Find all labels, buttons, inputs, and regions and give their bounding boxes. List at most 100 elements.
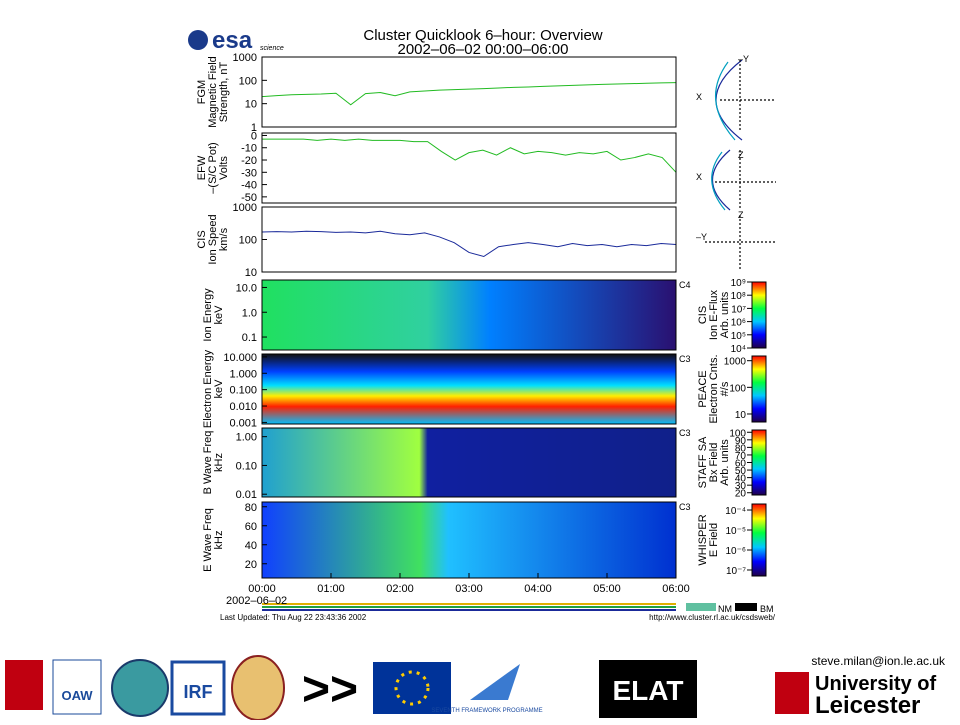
colorbar-tick-label: 80 <box>735 443 747 454</box>
y-tick-label: 10.000 <box>223 352 257 364</box>
axis-label: CIS <box>697 306 709 324</box>
colorbar-tick-label: 10⁹ <box>731 278 746 289</box>
orbit-label: X <box>696 92 702 102</box>
logo-sub: science <box>260 45 284 52</box>
colorbar-tick-label: 60 <box>735 459 747 470</box>
y-tick-label: -50 <box>241 192 257 204</box>
y-tick-label: 0.01 <box>236 489 257 501</box>
colorbar-tick-label: 10⁶ <box>731 318 746 329</box>
colorbar <box>751 429 767 496</box>
colorbar <box>751 503 767 577</box>
logo: University of <box>815 673 936 695</box>
axis-label: Bx Field <box>708 443 720 483</box>
data-line <box>261 230 677 258</box>
orbit-plots <box>705 59 776 270</box>
spectrogram <box>262 280 676 350</box>
axis-label: Electron Energy <box>202 349 214 428</box>
logo: OAW <box>61 688 93 703</box>
date-label: 2002–06–02 <box>226 595 287 607</box>
spacecraft: C4 <box>679 280 691 290</box>
axis-label: B Wave Freq <box>202 431 214 495</box>
axis-label: EFW <box>196 155 208 180</box>
colorbar-tick-label: 90 <box>735 436 747 447</box>
x-tick-label: 04:00 <box>524 583 552 595</box>
colorbar-tick-label: 100 <box>729 428 746 439</box>
panel-frame <box>261 427 677 498</box>
axis-label: kHz <box>213 453 225 472</box>
arrows: >> <box>302 663 358 716</box>
axis-label: kHz <box>213 531 225 550</box>
colorbar-tick-label: 20 <box>735 489 747 500</box>
subtitle: 2002–06–02 00:00–06:00 <box>397 41 568 58</box>
x-tick-label: 02:00 <box>386 583 414 595</box>
axis-label: Ion E-Flux <box>708 289 720 340</box>
y-tick-label: 10 <box>245 267 257 279</box>
colorbar-tick-label: 10⁵ <box>731 331 746 342</box>
y-tick-label: 60 <box>245 521 257 533</box>
logo-row: OAW IRF >> SEVENTH FRAMEWORK PROGRAMME E… <box>5 655 936 721</box>
x-tick-label: 06:00 <box>662 583 690 595</box>
spacecraft: C3 <box>679 354 691 364</box>
x-tick-label: 00:00 <box>248 583 276 595</box>
logo: esa <box>212 27 253 54</box>
footer: Last Updated: Thu Aug 22 23:43:36 2002 h… <box>220 603 776 622</box>
panel-frame <box>261 206 677 273</box>
y-tick-label: 40 <box>245 540 257 552</box>
y-tick-label: 0 <box>251 130 257 142</box>
y-tick-label: 0.10 <box>236 460 257 472</box>
axis-label: PEACE <box>697 370 709 407</box>
colorbar-tick-label: 10 <box>735 410 747 421</box>
y-tick-label: 1.0 <box>242 307 257 319</box>
esa-logo: esa science <box>188 27 284 54</box>
axis-label: –(S/C Pot) <box>207 142 219 193</box>
colorbar <box>751 281 767 349</box>
axis-label: Electron Cnts. <box>708 354 720 423</box>
mode: NM <box>718 604 732 614</box>
colorbar-tick-label: 10⁻⁶ <box>725 546 746 557</box>
y-tick-label: 1.00 <box>236 432 257 444</box>
logo: SEVENTH FRAMEWORK PROGRAMME <box>431 708 542 714</box>
orbit-label: –Y <box>738 54 749 64</box>
spectrogram <box>262 502 676 578</box>
y-tick-label: 10 <box>245 99 257 111</box>
y-tick-label: 100 <box>239 235 257 247</box>
axis-label: keV <box>213 305 225 325</box>
colorbar-tick-label: 10⁷ <box>731 304 746 315</box>
logo: ELAT <box>612 675 683 706</box>
spacecraft: C3 <box>679 502 691 512</box>
colorbar <box>751 355 767 423</box>
axis-label: Volts <box>218 156 230 180</box>
y-tick-label: 1000 <box>233 202 257 214</box>
colorbar-tick-label: 50 <box>735 466 747 477</box>
y-tick-label: -40 <box>241 180 257 192</box>
y-tick-label: 0.100 <box>229 385 257 397</box>
x-tick-label: 05:00 <box>593 583 621 595</box>
colorbar-tick-label: 70 <box>735 451 747 462</box>
panel-frame <box>261 132 677 204</box>
colorbar-tick-label: 30 <box>735 481 747 492</box>
orbit-label: –Y <box>696 232 707 242</box>
logo: IRF <box>184 682 213 702</box>
y-tick-label: 1 <box>251 122 257 134</box>
axis-label: WHISPER <box>697 514 709 565</box>
y-tick-label: -10 <box>241 143 257 155</box>
axis-label: #/s <box>719 381 731 396</box>
colorbar-tick-label: 100 <box>729 383 746 394</box>
axis-label: Arb. units <box>719 439 731 486</box>
colorbar-tick-label: 10⁴ <box>731 344 746 355</box>
colorbar-tick-label: 10⁻⁵ <box>725 526 746 537</box>
colorbar-tick-label: 40 <box>735 474 747 485</box>
axis-label: Ion Energy <box>202 288 214 342</box>
colorbar-tick-label: 10⁻⁷ <box>726 566 746 577</box>
orbit-label: Z <box>738 150 744 160</box>
axis-label: Arb. units <box>719 291 731 338</box>
panel-frame <box>261 56 677 128</box>
y-tick-label: 0.001 <box>229 417 257 429</box>
axis-label: FGM <box>196 80 208 104</box>
email: steve.milan@ion.le.ac.uk <box>811 654 946 668</box>
orbit-label: Z <box>738 210 744 220</box>
axis-label: CIS <box>196 230 208 248</box>
logo: Leicester <box>815 692 920 719</box>
y-tick-label: -20 <box>241 155 257 167</box>
